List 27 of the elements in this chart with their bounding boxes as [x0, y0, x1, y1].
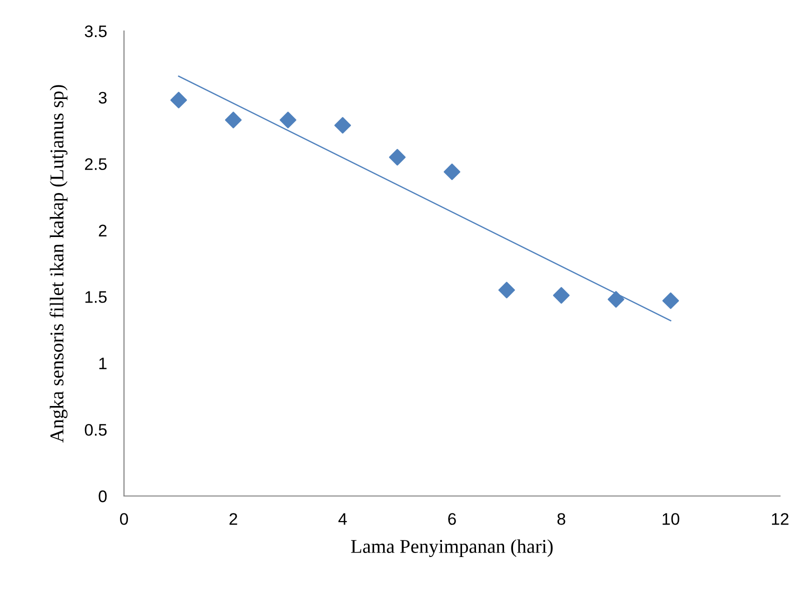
- point: [334, 117, 351, 134]
- y-tick-label: 1: [99, 358, 107, 370]
- y-tick-label: 1.5: [85, 291, 107, 303]
- y-tick-label: 2.5: [85, 158, 107, 170]
- point: [608, 291, 624, 308]
- y-tick-label: 3: [98, 92, 107, 104]
- x-tick-label: 6: [448, 513, 456, 525]
- x-tick-label: 4: [338, 513, 347, 525]
- point: [280, 112, 296, 128]
- point: [662, 292, 679, 309]
- point: [444, 164, 460, 180]
- x-tick-label: 2: [230, 513, 238, 525]
- x-tick-label: 10: [662, 513, 680, 525]
- y-tick-label: 3.5: [84, 25, 107, 38]
- point: [553, 287, 570, 304]
- y-axis-title: Angka sensoris fillet ikan kakap (Lutjanus sp): [50, 85, 68, 443]
- y-tick-label: 2: [98, 224, 106, 236]
- point: [170, 92, 187, 108]
- x-tick-label: 12: [772, 513, 788, 525]
- y-tick-label: 0: [98, 490, 107, 502]
- point: [389, 148, 406, 166]
- point: [225, 112, 242, 128]
- point: [498, 282, 515, 298]
- x-tick-label: 0: [120, 513, 128, 525]
- x-tick-label: 8: [557, 513, 566, 525]
- y-tick-label: 0.5: [84, 424, 107, 436]
- x-axis-title: Lama Penyimpanan (hari): [351, 539, 553, 558]
